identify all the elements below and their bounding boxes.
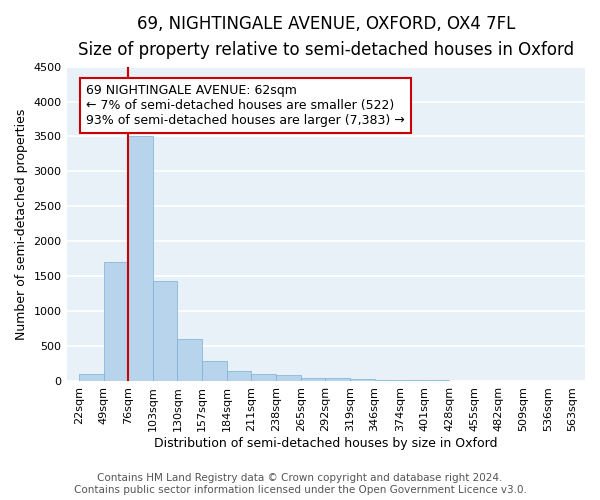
Bar: [425, 380, 449, 382]
Bar: [474, 381, 499, 382]
Bar: [276, 375, 301, 382]
Bar: [374, 380, 399, 382]
Text: Contains HM Land Registry data © Crown copyright and database right 2024.
Contai: Contains HM Land Registry data © Crown c…: [74, 474, 526, 495]
Title: 69, NIGHTINGALE AVENUE, OXFORD, OX4 7FL
Size of property relative to semi-detach: 69, NIGHTINGALE AVENUE, OXFORD, OX4 7FL …: [78, 15, 574, 60]
Bar: [153, 282, 178, 382]
Bar: [400, 380, 425, 382]
Bar: [251, 374, 276, 382]
Bar: [325, 378, 350, 382]
Y-axis label: Number of semi-detached properties: Number of semi-detached properties: [15, 108, 28, 340]
Bar: [301, 378, 325, 382]
Bar: [128, 136, 153, 382]
Bar: [79, 374, 104, 382]
Bar: [104, 262, 128, 382]
Bar: [350, 379, 374, 382]
Bar: [202, 361, 227, 382]
Bar: [227, 370, 251, 382]
X-axis label: Distribution of semi-detached houses by size in Oxford: Distribution of semi-detached houses by …: [154, 437, 497, 450]
Bar: [449, 380, 474, 382]
Bar: [178, 339, 202, 382]
Text: 69 NIGHTINGALE AVENUE: 62sqm
← 7% of semi-detached houses are smaller (522)
93% : 69 NIGHTINGALE AVENUE: 62sqm ← 7% of sem…: [86, 84, 405, 127]
